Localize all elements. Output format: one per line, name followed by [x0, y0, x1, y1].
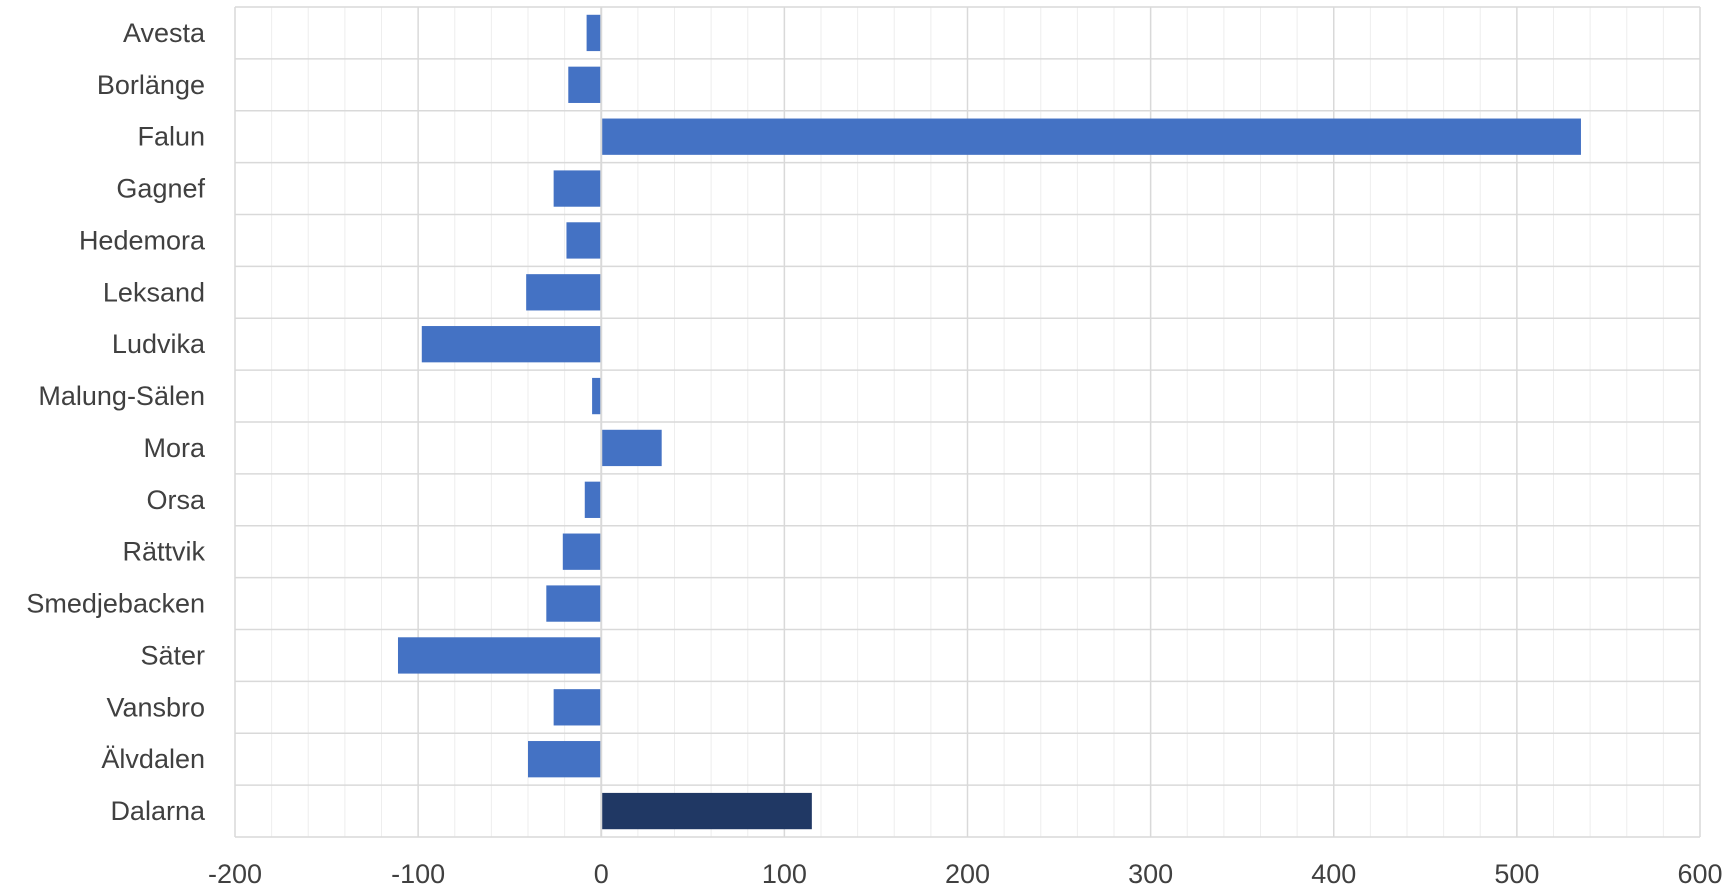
bar-säter: [397, 637, 602, 674]
category-label: Leksand: [103, 277, 205, 307]
bar-falun: [601, 118, 1581, 155]
x-tick-label: -100: [391, 859, 445, 889]
x-tick-label: 0: [594, 859, 609, 889]
x-tick-label: 300: [1128, 859, 1173, 889]
bar-dalarna: [601, 792, 812, 830]
x-tick-labels: -200 -100 0 100 200 300 400 500 600: [208, 859, 1723, 889]
x-tick-label: 500: [1494, 859, 1539, 889]
bar-leksand: [526, 274, 602, 311]
bar-hedemora: [566, 222, 602, 259]
category-label: Borlänge: [97, 70, 205, 100]
x-tick-label: 200: [945, 859, 990, 889]
bar-avesta: [586, 14, 602, 52]
category-label: Älvdalen: [101, 744, 205, 774]
category-label: Mora: [143, 433, 205, 463]
category-label: Falun: [137, 122, 205, 152]
category-label: Smedjebacken: [26, 589, 205, 619]
x-tick-label: 600: [1677, 859, 1722, 889]
x-tick-label: 400: [1311, 859, 1356, 889]
bar-älvdalen: [528, 741, 602, 778]
bar-gagnef: [553, 170, 602, 207]
bar-vansbro: [553, 689, 602, 726]
x-tick-label: -200: [208, 859, 262, 889]
category-label: Dalarna: [110, 796, 206, 826]
category-label: Rättvik: [122, 537, 205, 567]
bar-orsa: [584, 481, 602, 518]
bar-malung-sälen: [592, 377, 602, 415]
category-label: Säter: [140, 640, 205, 670]
category-label: Orsa: [146, 485, 205, 515]
category-labels: Avesta Borlänge Falun Gagnef Hedemora Leksand…: [26, 18, 206, 826]
bar-mora: [601, 429, 662, 467]
bars: [397, 7, 1581, 837]
bar-ludvika: [421, 326, 602, 363]
category-label: Malung-Sälen: [38, 381, 205, 411]
category-label: Vansbro: [106, 692, 205, 722]
bar-rättvik: [562, 533, 602, 570]
x-tick-label: 100: [762, 859, 807, 889]
category-label: Hedemora: [79, 225, 206, 255]
category-label: Avesta: [123, 18, 206, 48]
category-label: Gagnef: [116, 174, 205, 204]
bar-smedjebacken: [546, 585, 602, 622]
category-label: Ludvika: [112, 329, 206, 359]
bar-borlänge: [568, 66, 602, 103]
